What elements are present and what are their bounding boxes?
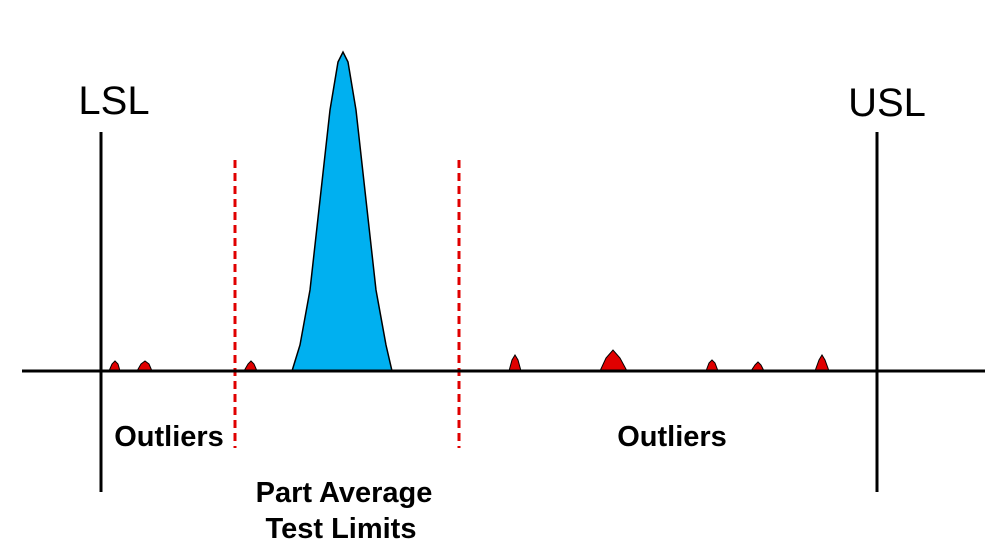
pat-label-line1: Part Average (256, 477, 433, 509)
outlier-blip (599, 349, 628, 372)
outliers-left-label: Outliers (114, 421, 224, 453)
pat-label-line2: Test Limits (266, 513, 417, 545)
outlier-blip (508, 354, 522, 372)
outlier-blip (814, 354, 830, 372)
usl-label: USL (848, 81, 926, 125)
lsl-label: LSL (78, 79, 149, 123)
outliers-right-label: Outliers (617, 421, 727, 453)
main-distribution (290, 50, 393, 372)
outlier-blip (705, 359, 719, 372)
